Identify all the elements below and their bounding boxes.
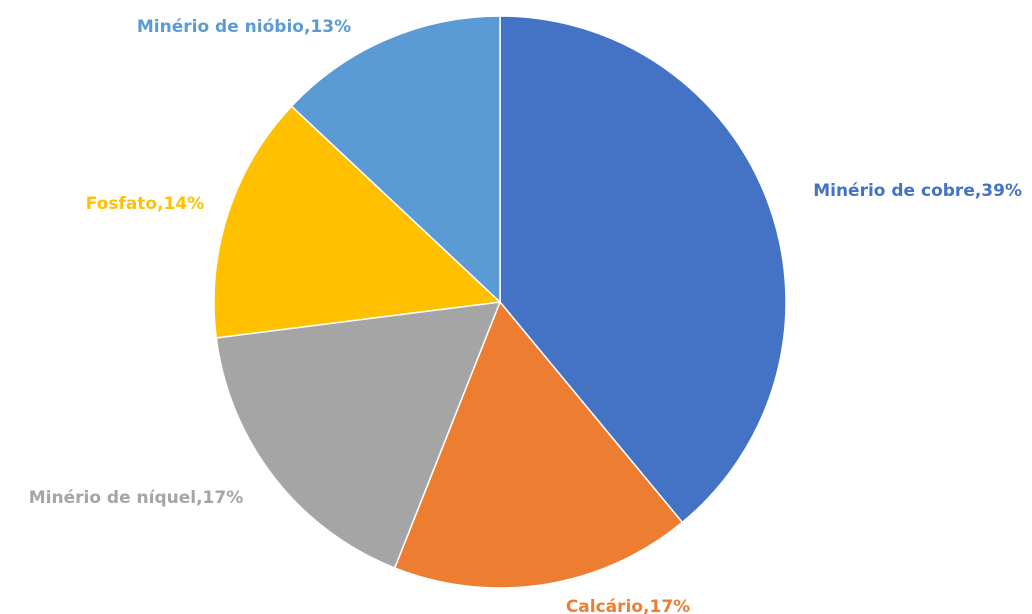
pie-slice-minerio-de-niobio bbox=[290, 15, 501, 304]
pie-slice-calcario bbox=[393, 300, 684, 589]
data-label-2: Minério de níquel,17% bbox=[29, 488, 244, 508]
data-label-1: Calcário,17% bbox=[566, 597, 690, 614]
data-label-3: Fosfato,14% bbox=[86, 194, 205, 214]
pie-slice-minerio-de-niquel bbox=[215, 301, 502, 569]
data-label-0: Minério de cobre,39% bbox=[813, 181, 1022, 201]
data-label-4: Minério de nióbio,13% bbox=[137, 17, 351, 37]
pie-data-labels: Minério de cobre,39% Calcário,17% Minério … bbox=[29, 17, 1022, 614]
pie-slices bbox=[213, 15, 787, 589]
pie-slice-fosfato bbox=[213, 105, 502, 339]
pie-slice-minerio-de-cobre bbox=[499, 15, 787, 524]
